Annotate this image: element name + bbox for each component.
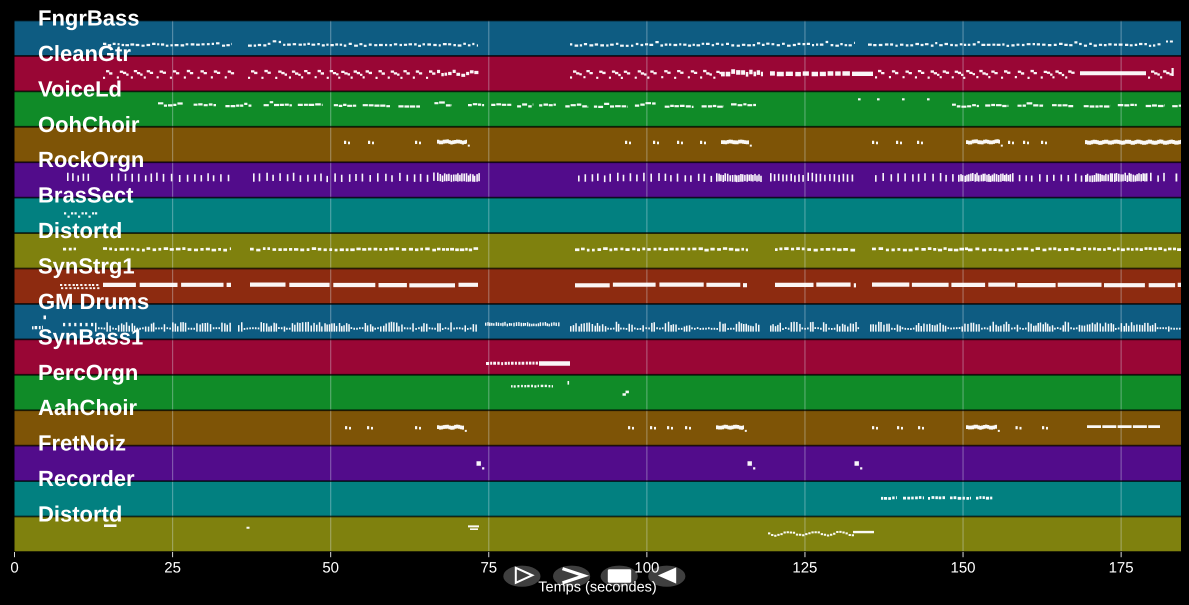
svg-text:125: 125 <box>792 560 817 577</box>
svg-text:FretNoiz: FretNoiz <box>38 431 126 456</box>
svg-text:SynBass1: SynBass1 <box>38 324 143 349</box>
svg-text:FngrBass: FngrBass <box>38 6 139 31</box>
svg-text:100: 100 <box>634 560 659 577</box>
svg-text:50: 50 <box>322 560 339 577</box>
svg-text:AahChoir: AahChoir <box>38 395 137 420</box>
svg-text:VoiceLd: VoiceLd <box>38 76 122 101</box>
svg-text:SynStrg1: SynStrg1 <box>38 254 135 279</box>
svg-text:Distortd: Distortd <box>38 218 122 243</box>
svg-text:Temps (secondes): Temps (secondes) <box>538 580 656 596</box>
svg-text:175: 175 <box>1109 560 1134 577</box>
svg-text:Recorder: Recorder <box>38 466 135 491</box>
svg-text:RockOrgn: RockOrgn <box>38 147 144 172</box>
svg-text:75: 75 <box>480 560 497 577</box>
svg-text:0: 0 <box>10 560 18 577</box>
svg-text:PercOrgn: PercOrgn <box>38 360 138 385</box>
svg-text:Distortd: Distortd <box>38 502 122 527</box>
svg-text:OohChoir: OohChoir <box>38 112 140 137</box>
svg-text:25: 25 <box>164 560 181 577</box>
svg-text:GM Drums: GM Drums <box>38 289 149 314</box>
svg-text:CleanGtr: CleanGtr <box>38 41 131 66</box>
svg-text:150: 150 <box>950 560 975 577</box>
svg-text:BrasSect: BrasSect <box>38 183 134 208</box>
